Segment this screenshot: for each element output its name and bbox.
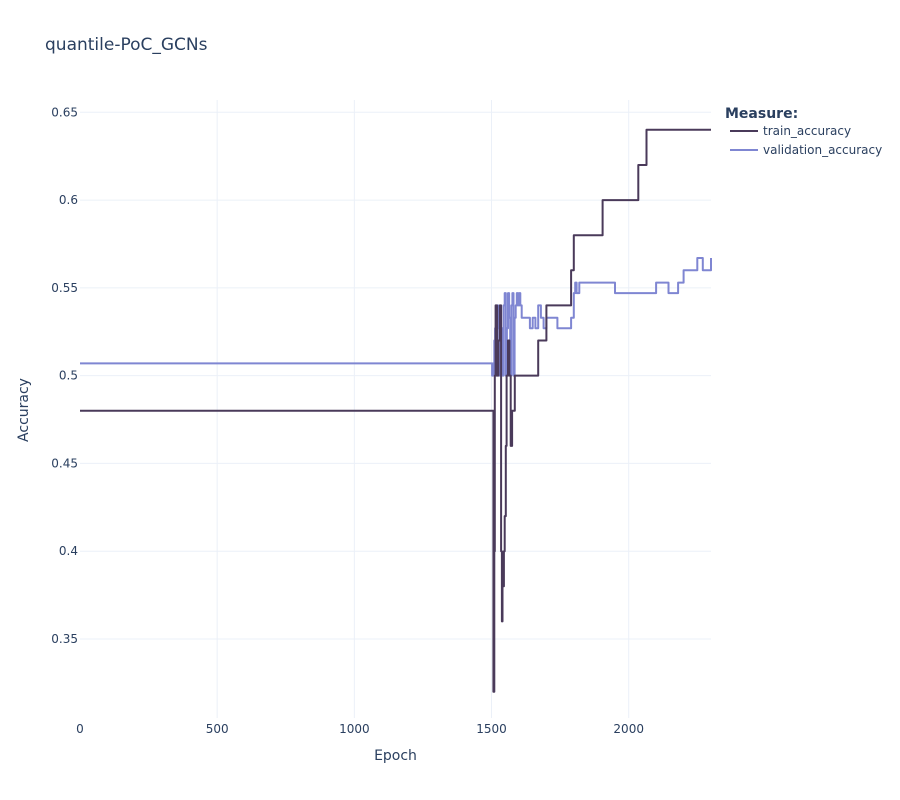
legend: Measure: train_accuracy validation_accura… xyxy=(725,106,882,157)
y-axis-title: Accuracy xyxy=(16,378,32,442)
x-tick-label: 2000 xyxy=(613,722,644,736)
legend-label-validation_accuracy: validation_accuracy xyxy=(763,143,882,157)
y-tick-label: 0.65 xyxy=(51,105,78,119)
legend-title: Measure: xyxy=(725,106,798,122)
x-tick-label: 1500 xyxy=(476,722,507,736)
series-line-validation_accuracy xyxy=(80,257,712,377)
x-tick-label: 1000 xyxy=(339,722,370,736)
y-tick-label: 0.35 xyxy=(51,632,78,646)
y-tick-label: 0.6 xyxy=(59,193,78,207)
y-tick-label: 0.45 xyxy=(51,456,78,470)
grid xyxy=(80,100,711,718)
chart-title: quantile-PoC_GCNs xyxy=(45,35,208,55)
x-axis-title: Epoch xyxy=(374,748,417,764)
y-axis-ticks: 0.35 0.4 0.45 0.5 0.55 0.6 0.65 xyxy=(51,105,78,646)
y-tick-label: 0.55 xyxy=(51,281,78,295)
legend-label-train_accuracy: train_accuracy xyxy=(763,124,851,138)
x-tick-label: 0 xyxy=(76,722,84,736)
x-tick-label: 500 xyxy=(206,722,229,736)
y-tick-label: 0.5 xyxy=(59,369,78,383)
x-axis-ticks: 0 500 1000 1500 2000 xyxy=(76,722,644,736)
y-tick-label: 0.4 xyxy=(59,544,78,558)
series-line-train_accuracy xyxy=(80,128,711,693)
plot-area xyxy=(80,128,712,693)
